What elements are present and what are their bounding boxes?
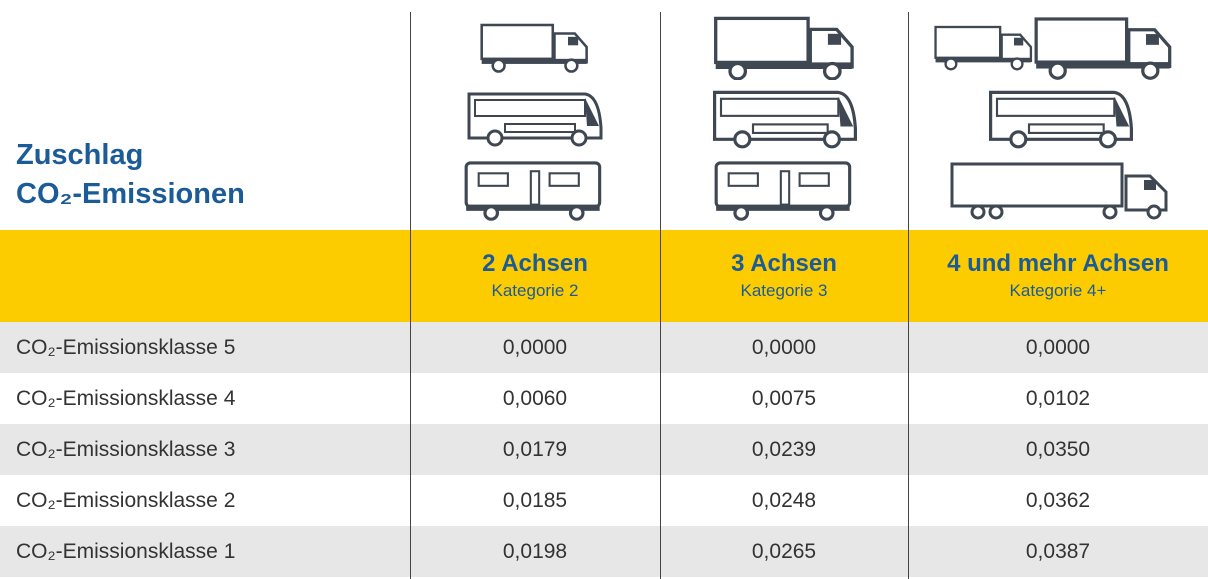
cell-value: 0,0239 — [660, 424, 908, 475]
column-subtitle: Kategorie 4+ — [1010, 279, 1107, 303]
row-label: CO₂-Emissionsklasse 1 — [16, 526, 235, 577]
cell-value: 0,0000 — [908, 322, 1208, 373]
cell-value: 0,0000 — [660, 322, 908, 373]
cell-value: 0,0362 — [908, 475, 1208, 526]
cell-value: 0,0179 — [410, 424, 660, 475]
page: Zuschlag CO₂-Emissionen — [0, 0, 1208, 579]
column-title: 3 Achsen — [731, 249, 837, 279]
column-divider — [410, 12, 411, 579]
cell-value: 0,0102 — [908, 373, 1208, 424]
cell-value: 0,0198 — [410, 526, 660, 577]
cell-value: 0,0387 — [908, 526, 1208, 577]
column-divider — [908, 12, 909, 579]
cell-value: 0,0350 — [908, 424, 1208, 475]
row-label: CO₂-Emissionsklasse 3 — [16, 424, 235, 475]
row-label: CO₂-Emissionsklasse 2 — [16, 475, 235, 526]
row-label: CO₂-Emissionsklasse 5 — [16, 322, 235, 373]
row-label: CO₂-Emissionsklasse 4 — [16, 373, 235, 424]
vehicle-icons — [0, 0, 1208, 230]
column-divider — [660, 12, 661, 579]
column-subtitle: Kategorie 2 — [492, 279, 579, 303]
column-title: 4 und mehr Achsen — [947, 249, 1169, 279]
cell-value: 0,0060 — [410, 373, 660, 424]
cell-value: 0,0265 — [660, 526, 908, 577]
column-subtitle: Kategorie 3 — [741, 279, 828, 303]
cell-value: 0,0000 — [410, 322, 660, 373]
cell-value: 0,0075 — [660, 373, 908, 424]
cell-value: 0,0248 — [660, 475, 908, 526]
cell-value: 0,0185 — [410, 475, 660, 526]
column-title: 2 Achsen — [482, 249, 588, 279]
